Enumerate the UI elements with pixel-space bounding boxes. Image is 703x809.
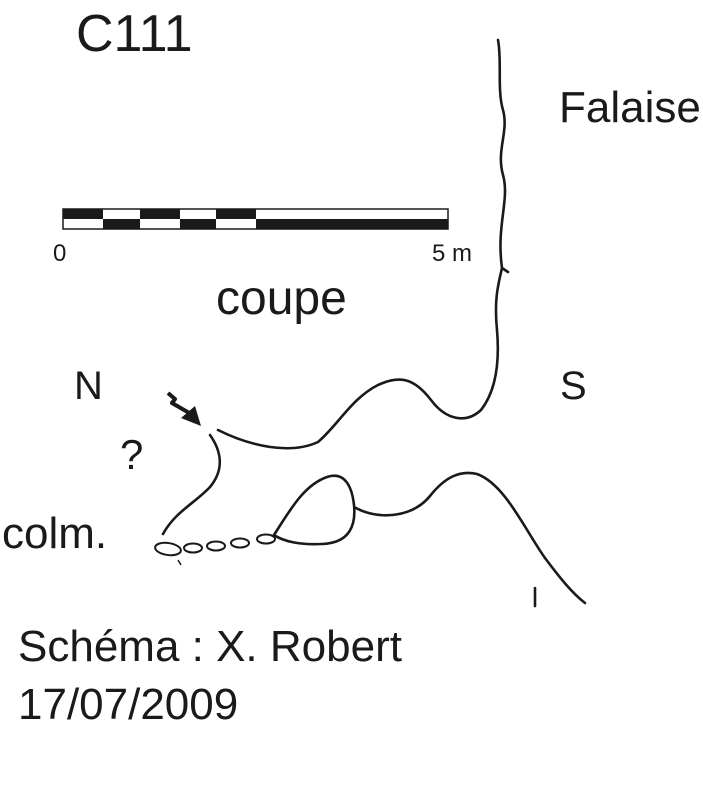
cliff-label: Falaise bbox=[559, 83, 701, 132]
fill-pebble-crack bbox=[177, 559, 182, 566]
scale-bar bbox=[62, 208, 449, 230]
orientation-north: N bbox=[74, 364, 103, 408]
orientation-south: S bbox=[560, 364, 587, 408]
fill-pebble bbox=[206, 540, 226, 552]
cave-id: C111 bbox=[76, 5, 193, 63]
fill-pebble bbox=[183, 542, 203, 554]
fill-label: colm. bbox=[2, 509, 108, 558]
gallery-left-wall-line bbox=[161, 433, 222, 536]
scale-start-label: 0 bbox=[53, 240, 67, 267]
cliff-face-line bbox=[216, 38, 507, 450]
cliff-notch-line bbox=[500, 266, 510, 274]
fill-pebble bbox=[230, 537, 250, 549]
boulder-outline bbox=[272, 474, 356, 546]
scale-end-label: 5 m bbox=[432, 240, 473, 267]
fill-pebble bbox=[154, 541, 182, 557]
gallery-floor-line bbox=[354, 471, 587, 605]
survey-date: 17/07/2009 bbox=[18, 680, 239, 729]
author-credit: Schéma : X. Robert bbox=[18, 622, 402, 671]
fill-pebble bbox=[256, 533, 276, 545]
view-label: coupe bbox=[216, 272, 347, 325]
entrance-arrow-icon bbox=[166, 391, 201, 426]
uncertain-mark: ? bbox=[120, 431, 144, 478]
